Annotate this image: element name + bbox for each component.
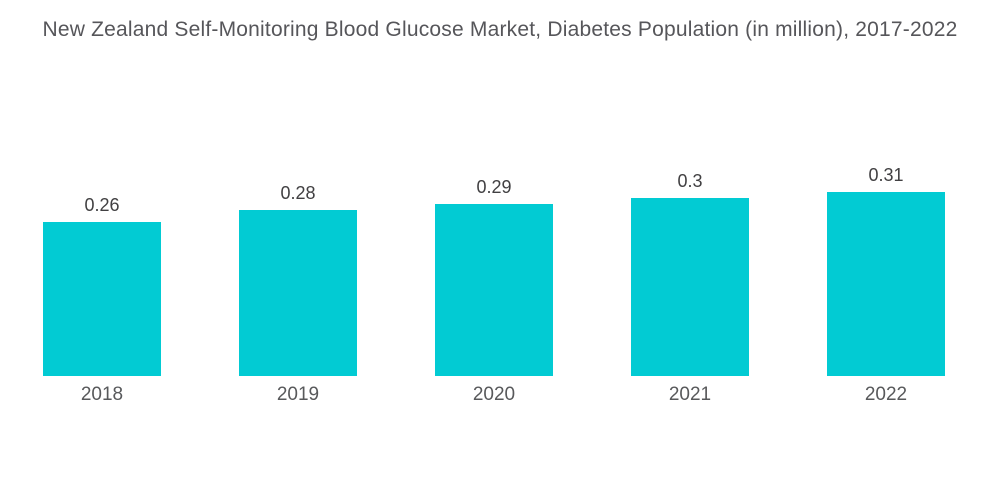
bar-2019[interactable] <box>239 210 357 376</box>
bar-2022[interactable] <box>827 192 945 376</box>
bar-value-label: 0.31 <box>868 165 904 185</box>
bar-value-label: 0.3 <box>677 171 703 191</box>
bar-group: 0.26 <box>43 195 161 376</box>
bar-group: 0.31 <box>827 165 945 376</box>
x-axis-label: 2018 <box>80 384 124 405</box>
bar-2018[interactable] <box>43 222 161 376</box>
bar-value-label: 0.29 <box>476 177 512 197</box>
chart-title: New Zealand Self-Monitoring Blood Glucos… <box>42 18 958 41</box>
x-axis-label: 2019 <box>276 384 320 405</box>
bar-2021[interactable] <box>631 198 749 376</box>
x-axis-label: 2022 <box>864 384 908 405</box>
x-axis-label: 2021 <box>668 384 712 405</box>
bar-group: 0.28 <box>239 183 357 376</box>
bar-value-label: 0.28 <box>280 183 316 203</box>
bar-group: 0.29 <box>435 177 553 376</box>
x-axis-label: 2020 <box>472 384 516 405</box>
bar-group: 0.3 <box>631 171 749 376</box>
bar-value-label: 0.26 <box>84 195 120 215</box>
bar-2020[interactable] <box>435 204 553 376</box>
